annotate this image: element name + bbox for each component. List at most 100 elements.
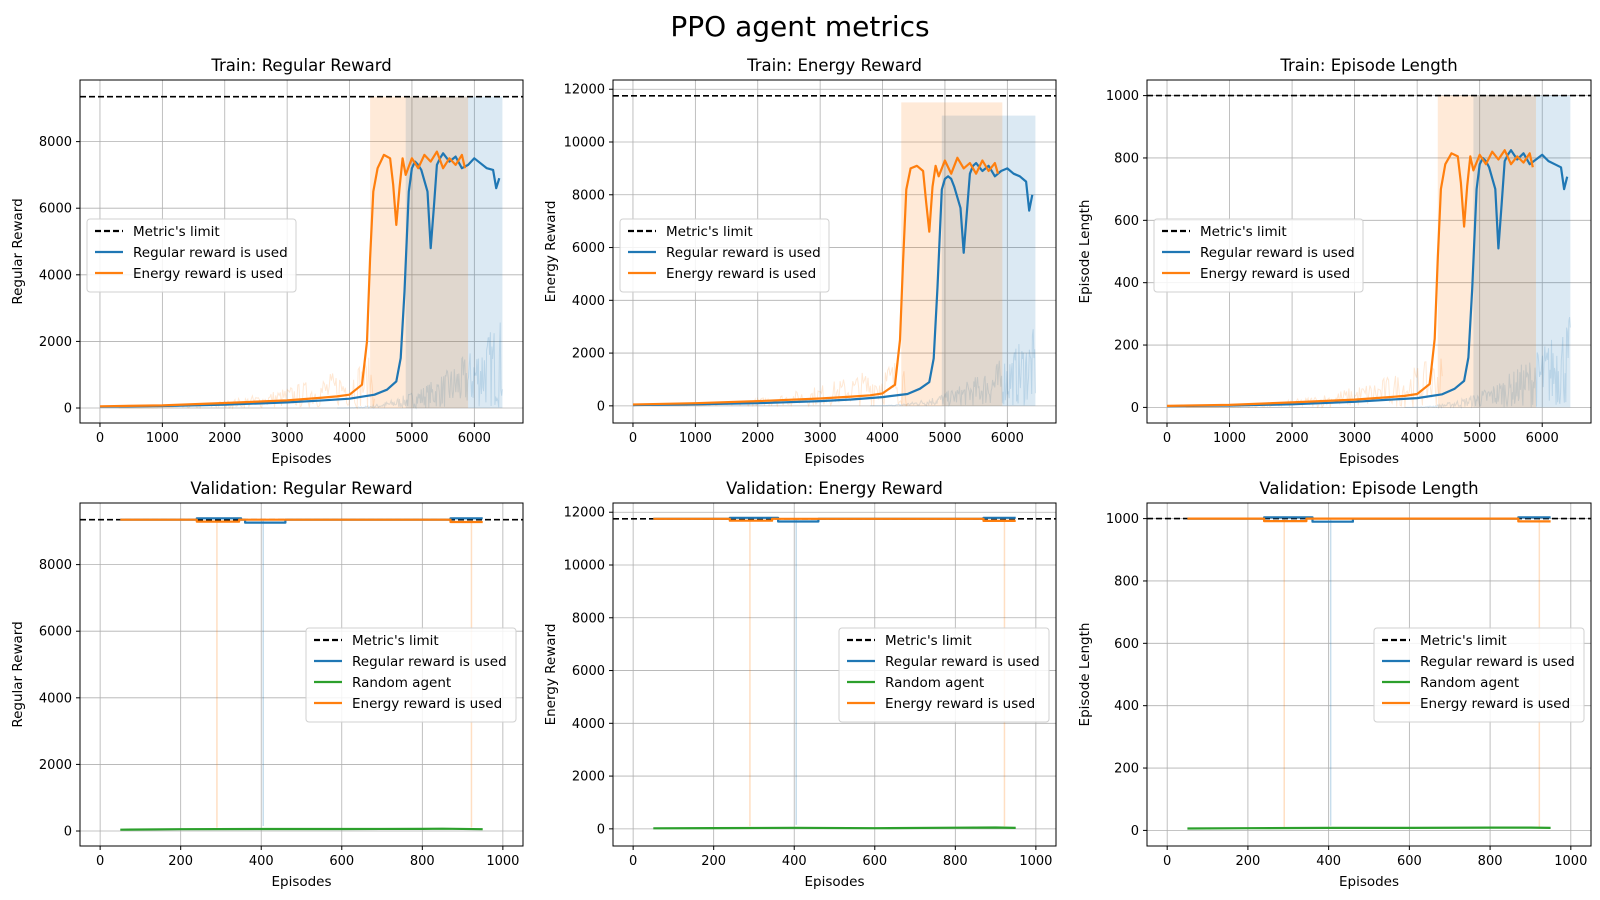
legend-label: Energy reward is used: [1200, 266, 1350, 282]
plot-area: [80, 95, 523, 410]
y-tick-label: 8000: [39, 558, 72, 573]
y-tick-label: 12000: [564, 506, 605, 521]
y-tick-label: 600: [1114, 214, 1139, 229]
legend-box: [1373, 627, 1585, 723]
legend-label: Energy reward is used: [1420, 696, 1570, 712]
x-tick-label: 800: [1478, 854, 1503, 869]
y-tick-label: 0: [1131, 824, 1139, 839]
x-tick-label: 600: [1397, 854, 1422, 869]
x-tick-label: 1000: [679, 431, 712, 446]
y-axis-label: Regular Reward: [10, 621, 26, 727]
axes-frame: [79, 502, 524, 847]
y-tick-label: 200: [1114, 339, 1139, 354]
legend: Metric's limit Regular reward is used Rand…: [305, 627, 517, 723]
legend-label: Regular reward is used: [352, 654, 507, 670]
y-tick-label: 800: [1114, 151, 1139, 166]
y-tick-label: 10000: [564, 136, 605, 151]
regular-reward-is-used-spread-band: [941, 115, 1036, 406]
plot-area: [613, 95, 1056, 408]
x-tick-label: 800: [943, 854, 968, 869]
energy-reward-is-used-line: [632, 156, 1000, 406]
energy-reward-is-used-line: [653, 517, 1016, 522]
regular-reward-is-used-line: [1166, 149, 1569, 408]
legend-label: Random agent: [1420, 675, 1519, 691]
y-axis-label: Episode Length: [1077, 623, 1093, 727]
x-tick-label: 600: [862, 854, 887, 869]
legend-label: Metric's limit: [1420, 633, 1507, 649]
legend-label: Energy reward is used: [352, 696, 502, 712]
x-tick-label: 6000: [1526, 431, 1559, 446]
regular-reward-is-used-spread-band: [1473, 95, 1571, 408]
legend-box: [86, 218, 297, 293]
x-tick-label: 400: [782, 854, 807, 869]
plot-area: [1147, 94, 1591, 410]
x-tick-label: 0: [96, 431, 104, 446]
y-tick-label: 800: [1114, 574, 1139, 589]
legend-label: Metric's limit: [352, 633, 439, 649]
legend-label: Energy reward is used: [133, 266, 283, 282]
legend: Metric's limit Regular reward is used Ener…: [619, 218, 830, 293]
y-tick-label: 400: [1114, 699, 1139, 714]
y-tick-label: 6000: [39, 625, 72, 640]
x-tick-label: 5000: [1463, 431, 1496, 446]
chart-train-episode-length: 0 1000 2000 3000 4000 5000 6000 0 200 400 600 800 10…: [1077, 56, 1592, 467]
x-tick-label: 2000: [1276, 431, 1309, 446]
y-tick-label: 6000: [39, 202, 72, 217]
regular-reward-is-used-raw-trace: [337, 322, 503, 410]
legend-label: Random agent: [352, 675, 451, 691]
legend-box: [1153, 218, 1364, 293]
x-tick-label: 6000: [991, 431, 1024, 446]
x-tick-label: 3000: [1338, 431, 1371, 446]
y-tick-label: 0: [64, 825, 72, 840]
plot-area: [1147, 516, 1591, 830]
random-agent-line: [1187, 826, 1551, 830]
x-tick-label: 2000: [741, 431, 774, 446]
energy-reward-is-used-spread-band: [1437, 95, 1536, 408]
x-axis-label: Episodes: [1339, 451, 1399, 467]
y-tick-label: 0: [597, 399, 605, 414]
regular-reward-is-used-line: [632, 162, 1034, 407]
y-tick-label: 2000: [572, 347, 605, 362]
chart-train-energy-reward: 0 1000 2000 3000 4000 5000 6000 0 2000 4000 6000 80…: [543, 56, 1057, 467]
legend-label: Energy reward is used: [885, 696, 1035, 712]
plot-area: [613, 516, 1056, 830]
y-axis-label: Energy Reward: [543, 201, 559, 303]
y-tick-label: 400: [1114, 276, 1139, 291]
x-tick-label: 1000: [1019, 854, 1052, 869]
y-axis-label: Energy Reward: [543, 624, 559, 726]
y-axis-label: Regular Reward: [10, 198, 26, 304]
x-axis-label: Episodes: [271, 451, 331, 467]
x-axis-label: Episodes: [271, 874, 331, 890]
legend: Metric's limit Regular reward is used Ener…: [86, 218, 297, 293]
x-tick-label: 4000: [866, 431, 899, 446]
y-axis-label: Episode Length: [1077, 200, 1093, 304]
y-tick-label: 2000: [39, 758, 72, 773]
legend-label: Metric's limit: [885, 633, 972, 649]
legend-box: [619, 218, 830, 293]
x-tick-label: 600: [329, 854, 354, 869]
y-tick-label: 6000: [572, 241, 605, 256]
x-tick-label: 0: [629, 854, 637, 869]
x-tick-label: 0: [629, 431, 637, 446]
chart-title: Train: Episode Length: [1279, 56, 1457, 75]
y-tick-label: 4000: [39, 268, 72, 283]
legend-label: Energy reward is used: [666, 266, 816, 282]
regular-reward-is-used-line: [99, 152, 501, 408]
x-tick-label: 2000: [208, 431, 241, 446]
chart-validation-energy-reward: 0 200 400 600 800 100002000400060008000100001…: [543, 479, 1057, 890]
chart-validation-episode-length: 0 200 400 600 800 1000 0 200 400 600 800 1000 Valida…: [1077, 479, 1592, 890]
legend-label: Regular reward is used: [1420, 654, 1575, 670]
legend-label: Regular reward is used: [666, 245, 821, 261]
x-axis-label: Episodes: [1339, 874, 1399, 890]
x-tick-label: 200: [168, 854, 193, 869]
x-axis-label: Episodes: [804, 451, 864, 467]
legend-box: [305, 627, 517, 723]
chart-title: Train: Regular Reward: [210, 56, 391, 75]
axes-frame: [79, 79, 524, 424]
axes-frame: [612, 502, 1057, 847]
energy-reward-is-used-line: [1187, 517, 1551, 523]
legend: Metric's limit Regular reward is used Rand…: [838, 627, 1050, 723]
energy-reward-is-used-spread-band: [370, 96, 469, 409]
x-axis-label: Episodes: [804, 874, 864, 890]
